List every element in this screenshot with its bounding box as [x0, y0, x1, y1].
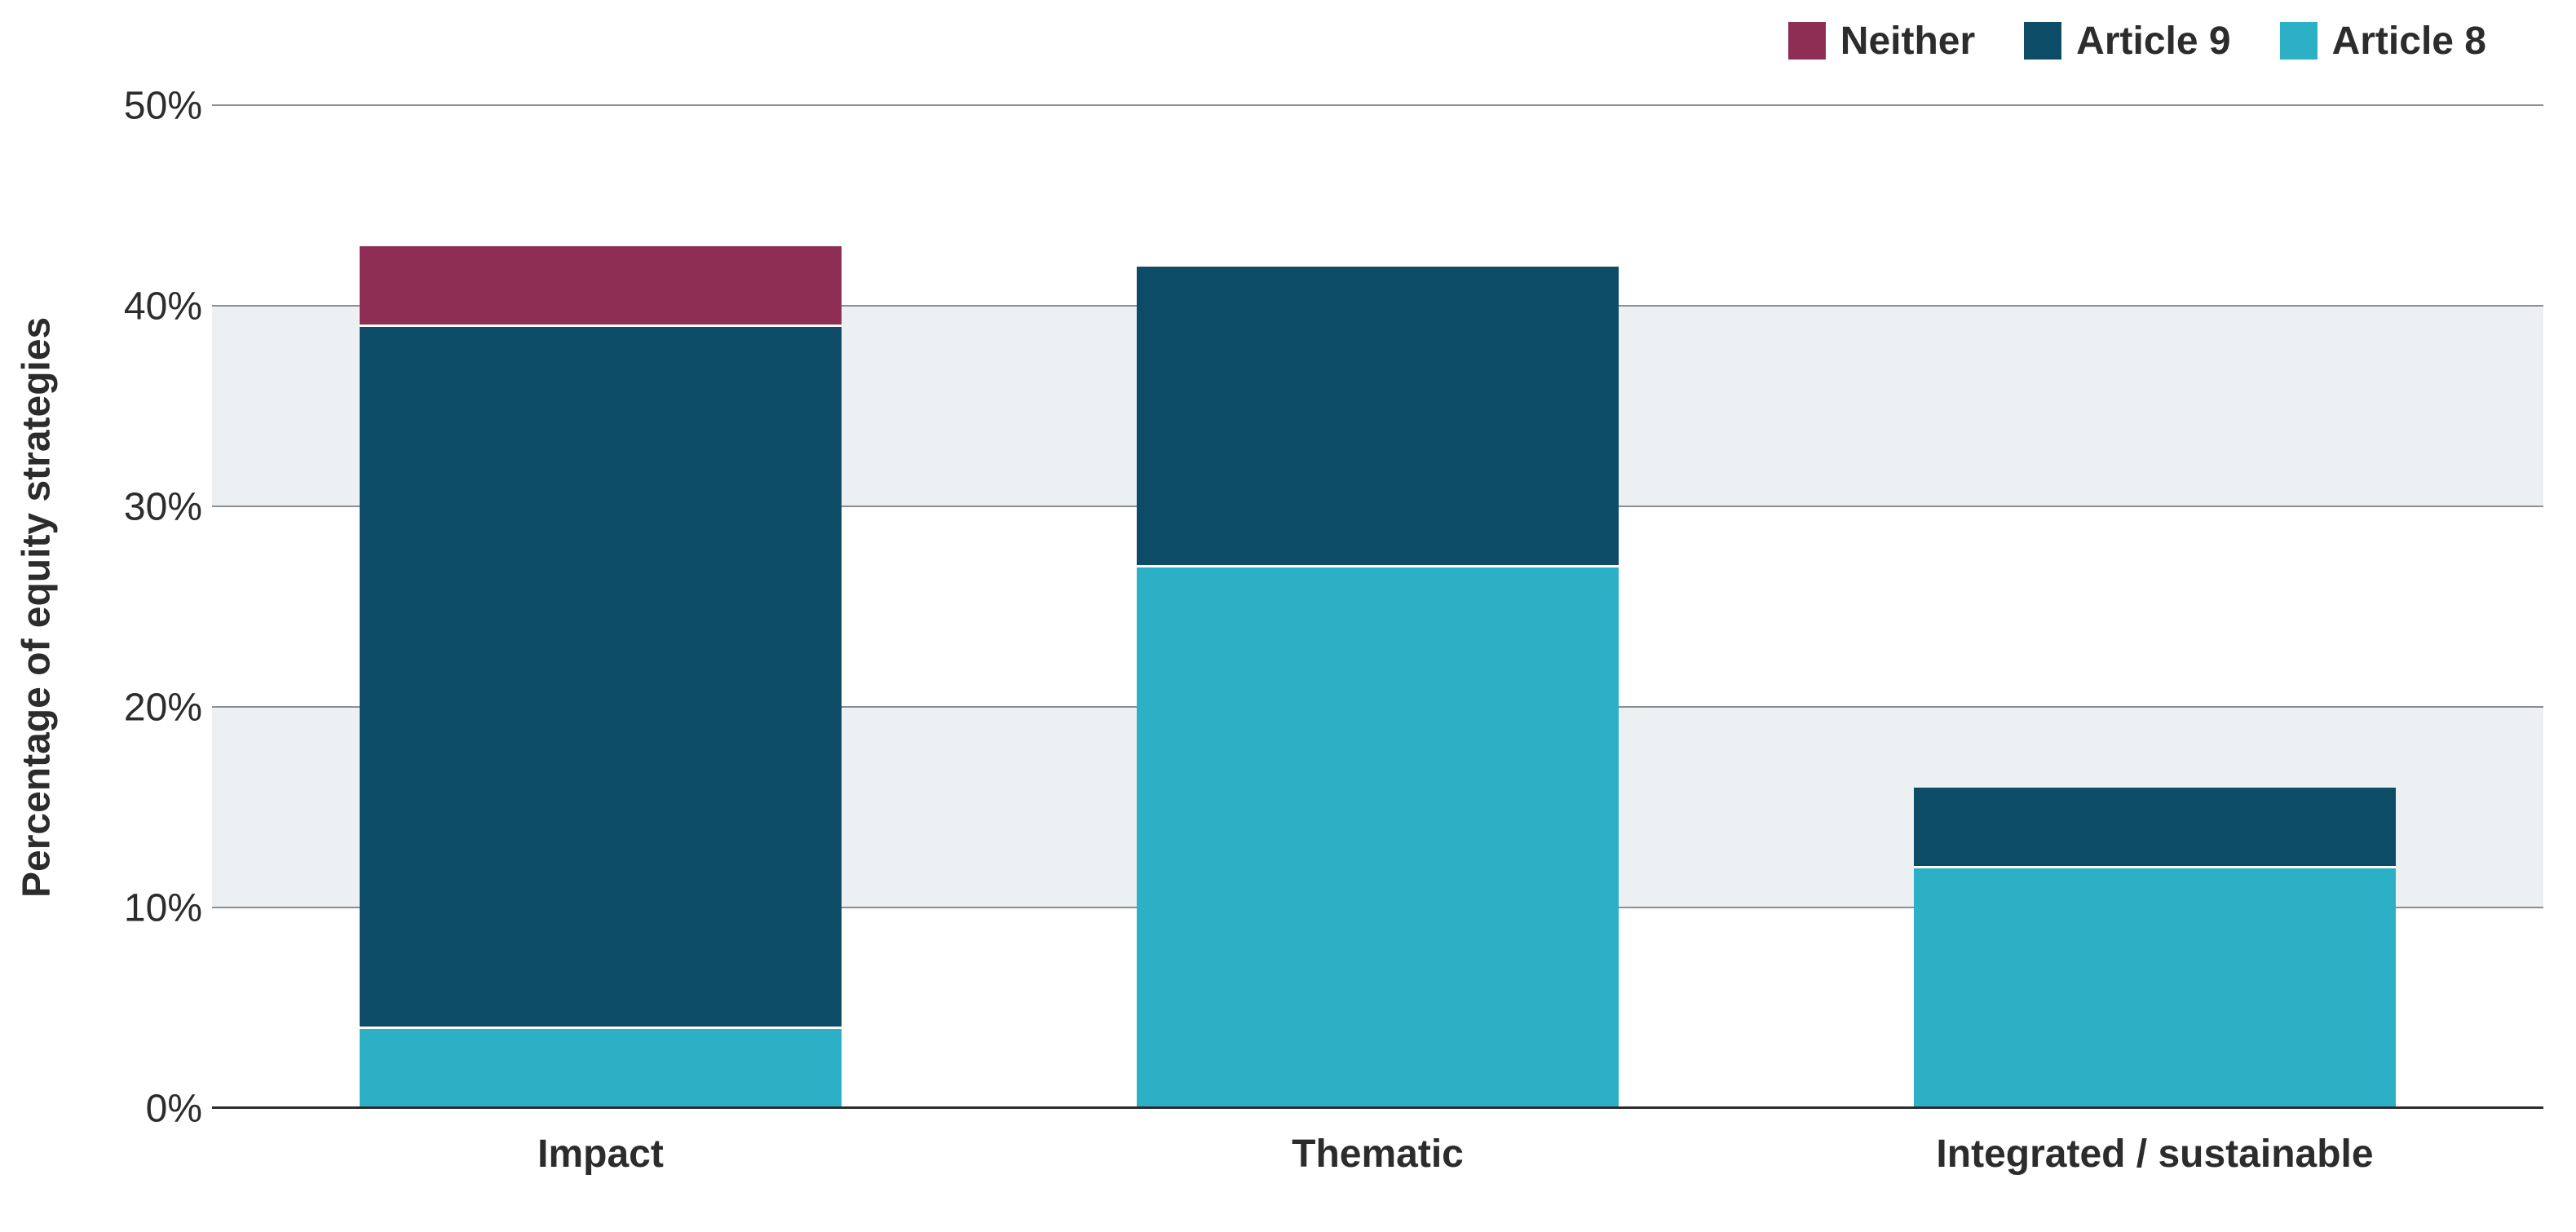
bar-seg-impact-article8 [360, 1029, 842, 1109]
bar-seg-thematic-article8 [1137, 567, 1619, 1109]
plot-row: Percentage of equity strategies 0%10%20%… [0, 106, 2543, 1109]
legend-label-neither: Neither [1840, 19, 1975, 64]
legend-item-article9: Article 9 [2024, 16, 2230, 65]
legend-label-article8: Article 8 [2332, 19, 2486, 64]
legend-swatch-neither [1788, 22, 1826, 60]
gridline [212, 104, 2543, 106]
y-tick-30: 30% [124, 485, 202, 530]
bar-seg-integrated-article8 [1914, 868, 2396, 1109]
x-labels-row: Impact Thematic Integrated / sustainable [0, 1109, 2543, 1199]
plot-area [212, 106, 2543, 1109]
y-axis-title: Percentage of equity strategies [0, 106, 73, 1109]
bar-impact [360, 246, 842, 1109]
legend-swatch-article9 [2024, 22, 2061, 60]
bar-thematic [1137, 267, 1619, 1109]
x-label-integrated: Integrated / sustainable [1936, 1132, 2373, 1177]
legend-item-article8: Article 8 [2280, 16, 2486, 65]
x-axis-labels: Impact Thematic Integrated / sustainable [212, 1109, 2543, 1199]
bar-integrated [1914, 788, 2396, 1109]
legend-swatch-article8 [2280, 22, 2318, 60]
y-axis-ticks: 0%10%20%30%40%50% [73, 106, 212, 1109]
bar-seg-impact-article9 [360, 327, 842, 1029]
bar-seg-thematic-article9 [1137, 267, 1619, 567]
y-tick-40: 40% [124, 285, 202, 329]
legend-label-article9: Article 9 [2076, 19, 2230, 64]
stacked-bar-chart: Neither Article 9 Article 8 Percentage of … [0, 0, 2576, 1232]
bar-seg-integrated-article9 [1914, 788, 2396, 868]
y-tick-20: 20% [124, 686, 202, 731]
legend: Neither Article 9 Article 8 [0, 16, 2543, 65]
x-label-thematic: Thematic [1292, 1132, 1464, 1177]
y-tick-0: 0% [146, 1087, 202, 1132]
bar-seg-impact-neither [360, 246, 842, 326]
y-tick-10: 10% [124, 886, 202, 931]
legend-item-neither: Neither [1788, 16, 1975, 65]
x-label-impact: Impact [537, 1132, 664, 1177]
y-tick-50: 50% [124, 84, 202, 129]
